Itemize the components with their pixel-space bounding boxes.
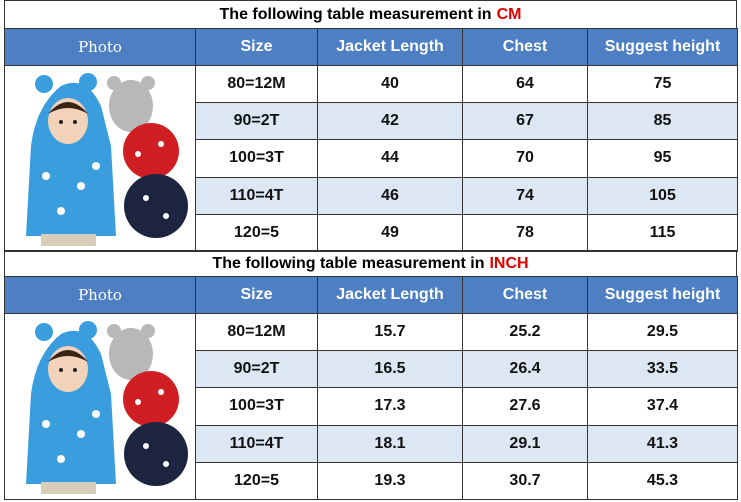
header-cell: Size	[195, 276, 318, 314]
size-table: Photo Size Jacket Length Chest Suggest heigh…	[4, 276, 738, 501]
value-cell: 41.3	[587, 424, 738, 463]
value-cell: 70	[462, 139, 588, 178]
size-cell: 120=5	[195, 213, 318, 253]
value-cell: 18.1	[317, 424, 463, 463]
size-cell: 120=5	[195, 461, 318, 501]
value-cell: 29.5	[587, 312, 738, 352]
value-cell: 44	[317, 139, 463, 178]
value-cell: 78	[462, 213, 588, 253]
product-photo	[26, 321, 188, 494]
value-cell: 95	[587, 139, 738, 178]
data-row: 120=5 19.3 30.7 45.3	[5, 461, 738, 501]
header-cell: Jacket Length	[317, 28, 463, 66]
value-cell: 19.3	[317, 461, 463, 501]
value-cell: 45.3	[587, 461, 738, 501]
size-cell: 90=2T	[195, 350, 318, 389]
size-cell: 90=2T	[195, 102, 318, 141]
value-cell: 46	[317, 176, 463, 215]
title-unit: CM	[496, 5, 522, 23]
header-cell: Photo	[4, 28, 196, 66]
size-table: Photo Size Jacket Length Chest Suggest heigh…	[4, 28, 738, 253]
header-cell: Photo	[4, 276, 196, 314]
table-title: The following table measurement in INCH	[4, 250, 737, 276]
value-cell: 17.3	[317, 387, 463, 426]
data-row: 110=4T 46 74 105	[5, 176, 738, 215]
title-text: The following table measurement in	[219, 5, 492, 23]
data-row: 110=4T 18.1 29.1 41.3	[5, 424, 738, 463]
value-cell: 64	[462, 64, 588, 104]
size-cell: 100=3T	[195, 139, 318, 178]
value-cell: 75	[587, 64, 738, 104]
size-table-section: The following table measurement in CM Phot…	[4, 0, 738, 253]
header-cell: Chest	[462, 276, 588, 314]
value-cell: 27.6	[462, 387, 588, 426]
product-photo	[26, 73, 188, 246]
header-cell: Suggest height	[587, 276, 738, 314]
size-table-section: The following table measurement in INCH Ph…	[4, 250, 738, 501]
value-cell: 49	[317, 213, 463, 253]
header-cell: Size	[195, 28, 318, 66]
value-cell: 115	[587, 213, 738, 253]
size-cell: 100=3T	[195, 387, 318, 426]
size-cell: 110=4T	[195, 424, 318, 463]
value-cell: 26.4	[462, 350, 588, 389]
value-cell: 37.4	[587, 387, 738, 426]
size-cell: 80=12M	[195, 312, 318, 352]
size-cell: 110=4T	[195, 176, 318, 215]
title-unit: INCH	[489, 254, 529, 272]
header-row: Photo Size Jacket Length Chest Suggest heigh…	[4, 276, 738, 314]
data-row: 120=5 49 78 115	[5, 213, 738, 253]
size-cell: 80=12M	[195, 64, 318, 104]
value-cell: 25.2	[462, 312, 588, 352]
value-cell: 30.7	[462, 461, 588, 501]
value-cell: 15.7	[317, 312, 463, 352]
value-cell: 33.5	[587, 350, 738, 389]
header-row: Photo Size Jacket Length Chest Suggest heigh…	[4, 28, 738, 66]
photo-cell	[4, 65, 196, 252]
value-cell: 40	[317, 64, 463, 104]
data-row: 100=3T 44 70 95	[5, 139, 738, 178]
data-row: 100=3T 17.3 27.6 37.4	[5, 387, 738, 426]
data-row: 80=12M 15.7 25.2 29.5	[4, 312, 738, 500]
value-cell: 29.1	[462, 424, 588, 463]
value-cell: 42	[317, 102, 463, 141]
value-cell: 105	[587, 176, 738, 215]
value-cell: 16.5	[317, 350, 463, 389]
value-cell: 74	[462, 176, 588, 215]
value-cell: 85	[587, 102, 738, 141]
photo-cell	[4, 313, 196, 500]
header-cell: Chest	[462, 28, 588, 66]
title-text: The following table measurement in	[212, 254, 485, 272]
value-cell: 67	[462, 102, 588, 141]
header-cell: Jacket Length	[317, 276, 463, 314]
table-title: The following table measurement in CM	[4, 0, 737, 28]
data-row: 90=2T 42 67 85	[5, 102, 738, 141]
data-row: 80=12M 40 64 75	[4, 64, 738, 252]
header-cell: Suggest height	[587, 28, 738, 66]
